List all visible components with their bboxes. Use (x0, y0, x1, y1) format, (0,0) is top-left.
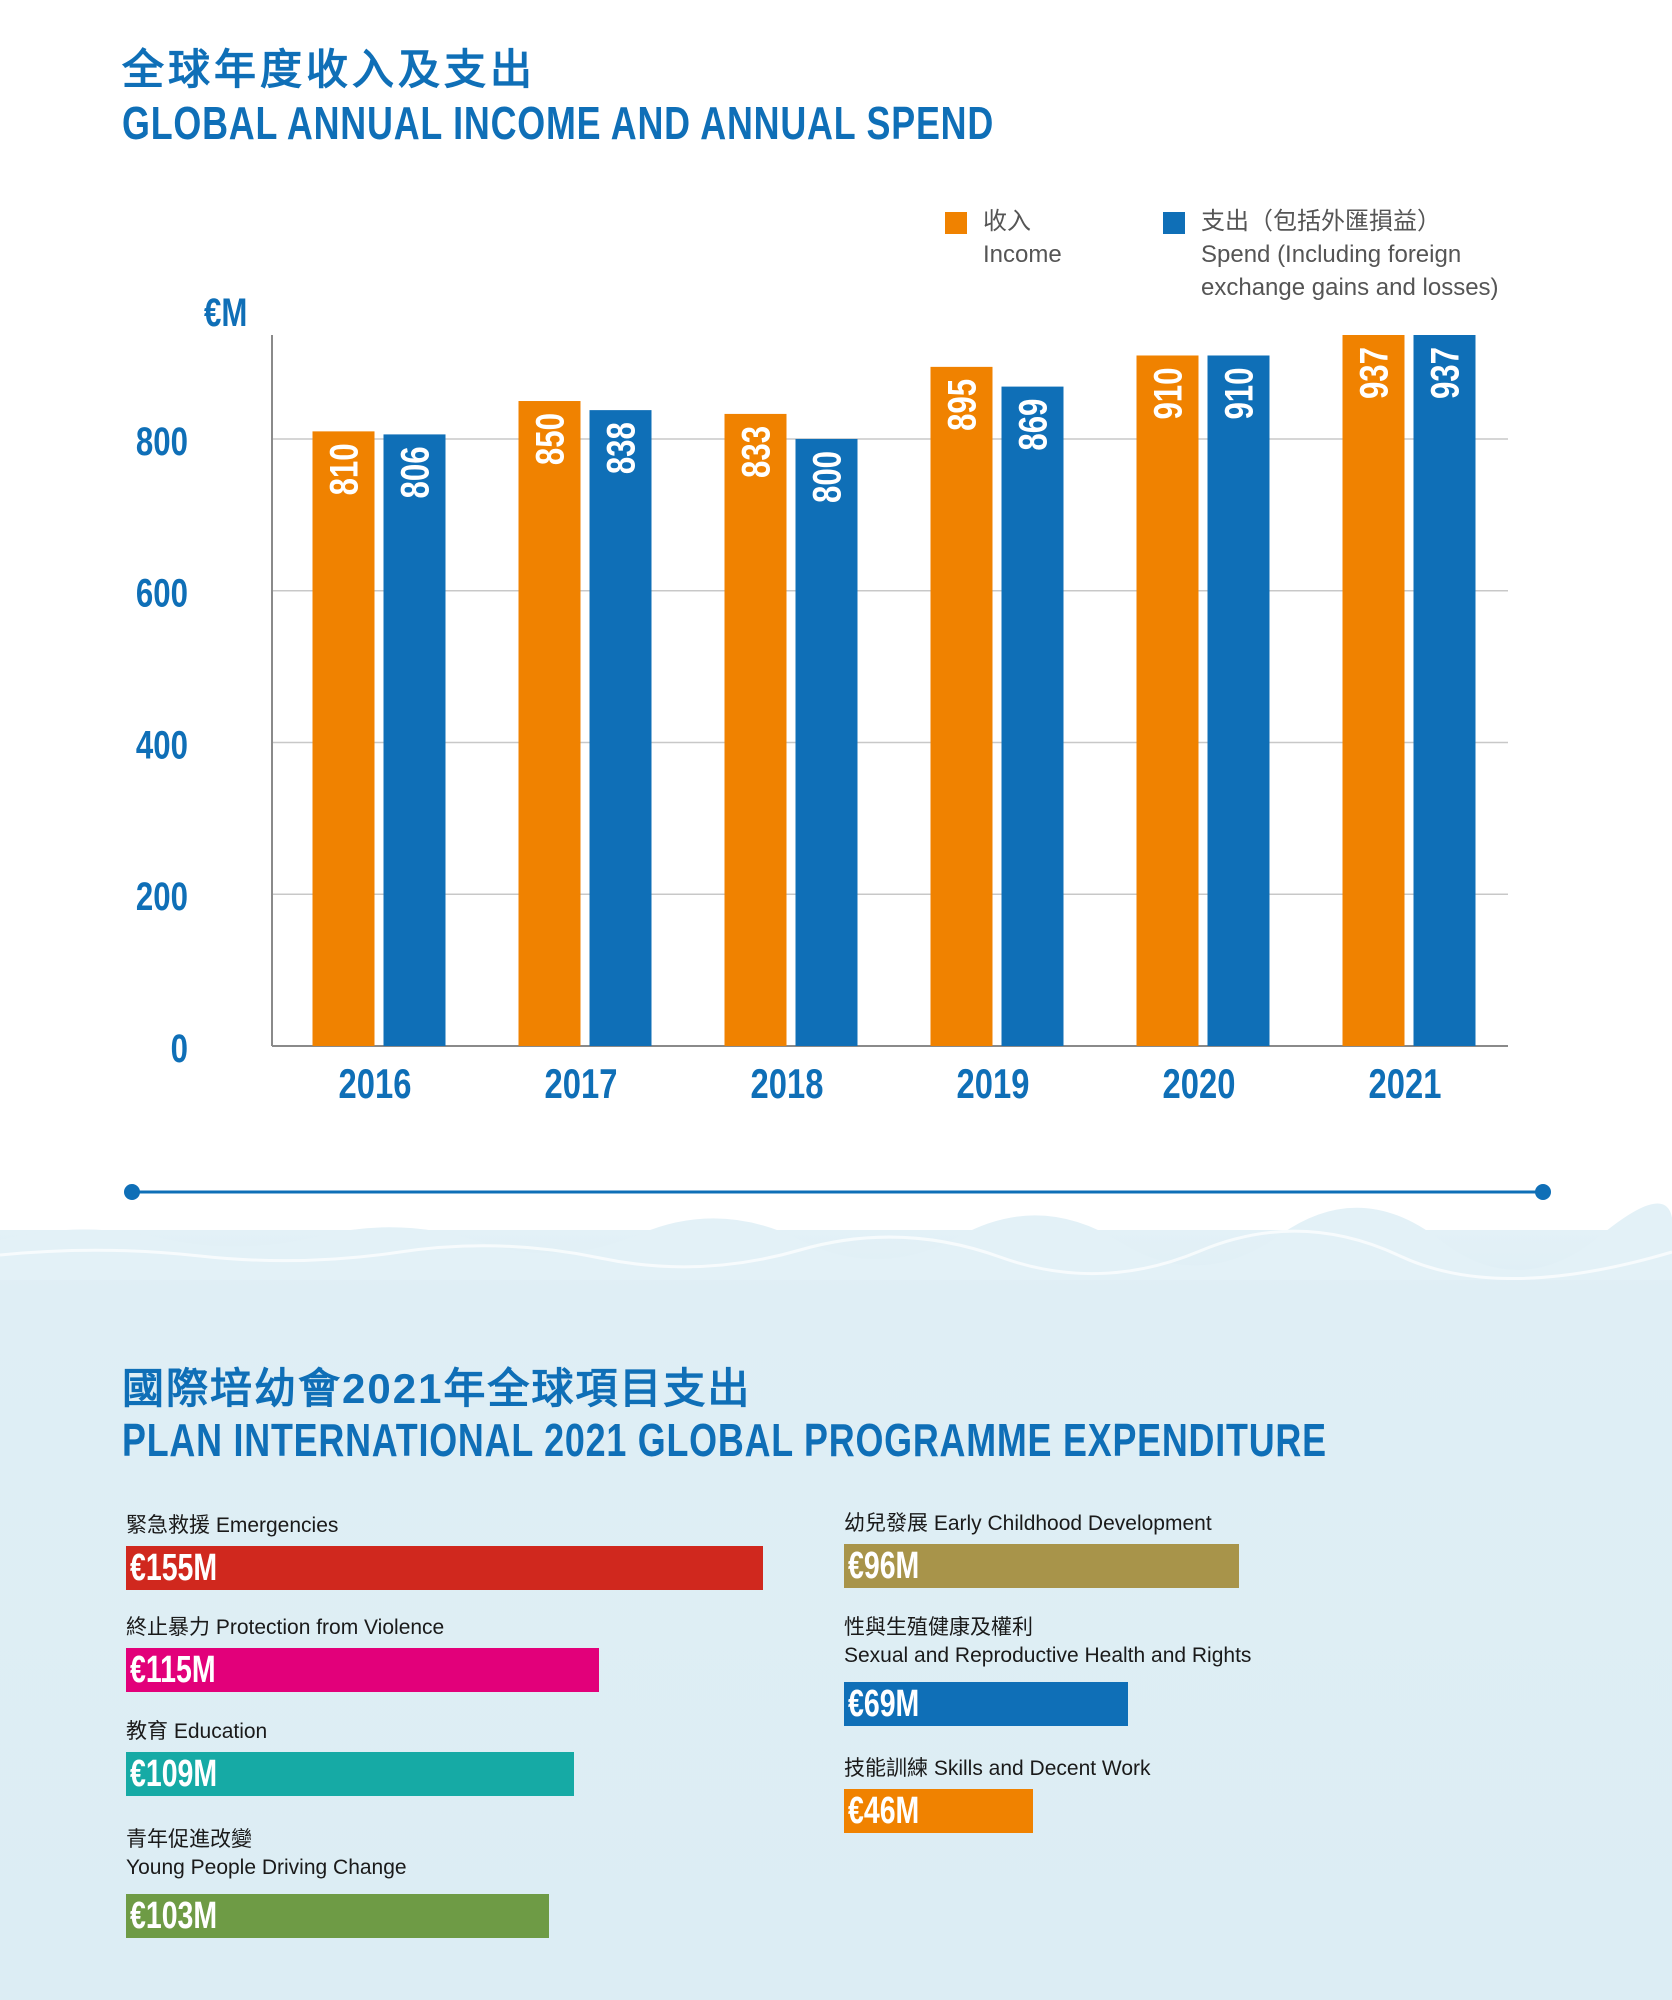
programme-title-en: PLAN INTERNATIONAL 2021 GLOBAL PROGRAMME… (122, 1414, 1327, 1466)
programme-item: 教育 Education €109M (126, 1718, 574, 1796)
programme-item: 技能訓練 Skills and Decent Work €46M (844, 1755, 1151, 1833)
legend-label: Spend (Including foreign (1201, 241, 1461, 268)
programme-item: 性與生殖健康及權利 Sexual and Reproductive Health … (844, 1614, 1251, 1726)
programme-value: €155M (130, 1547, 218, 1589)
wave-divider (0, 1203, 1672, 1280)
programme-value: €103M (130, 1895, 218, 1937)
bar-income (312, 431, 375, 1047)
programme-value: €69M (848, 1683, 920, 1725)
programme-item: 緊急救援 Emergencies €155M (126, 1512, 763, 1590)
bar-spend (1413, 335, 1476, 1046)
legend-label: exchange gains and losses) (1201, 274, 1499, 301)
x-tick-label: 2020 (1163, 1060, 1236, 1107)
programme-value: €109M (130, 1753, 218, 1795)
programme-item: 終止暴力 Protection from Violence €115M (126, 1614, 599, 1692)
divider-dot (124, 1184, 140, 1200)
bar-value-label: 850 (528, 413, 573, 465)
bar-value-label: 910 (1217, 367, 1262, 419)
programme-item: 青年促進改變 Young People Driving Change €103M (126, 1826, 549, 1938)
legend-label: 支出（包括外匯損益） (1201, 208, 1441, 235)
x-tick-label: 2021 (1369, 1060, 1442, 1107)
programme-value: €115M (130, 1649, 216, 1691)
programme-bar: €109M (126, 1752, 574, 1796)
y-tick-label: 0 (171, 1026, 188, 1071)
programme-bar: €46M (844, 1789, 1033, 1833)
bar-income (724, 413, 787, 1047)
programme-value: €46M (848, 1790, 920, 1832)
bar-income (518, 401, 581, 1047)
legend-label: 收入 (983, 208, 1031, 235)
programme-label: 青年促進改變 (126, 1828, 252, 1851)
income-spend-chart: 0 200 400 600 800 €M 810 806 2016 850 838 2017 833 80… (124, 208, 1551, 1200)
programme-label-en: Young People Driving Change (126, 1856, 407, 1879)
y-tick-label: 400 (136, 723, 188, 768)
y-tick-label: 200 (136, 875, 188, 920)
legend-label: Income (983, 241, 1062, 268)
y-tick-label: 800 (136, 419, 188, 464)
programme-bar: €103M (126, 1894, 549, 1938)
bar-value-label: 895 (940, 379, 985, 431)
bar-spend (1001, 386, 1064, 1046)
programme-bar: €155M (126, 1546, 763, 1590)
programme-bar: €69M (844, 1682, 1128, 1726)
programme-bar: €115M (126, 1648, 599, 1692)
programme-title-cn: 國際培幼會2021年全球項目支出 (122, 1365, 752, 1412)
divider-dot (1535, 1184, 1551, 1200)
x-tick-label: 2019 (957, 1060, 1030, 1107)
bar-value-label: 937 (1352, 347, 1397, 399)
bar-income (1136, 355, 1199, 1046)
y-axis-unit: €M (204, 290, 247, 335)
programme-label: 教育 Education (126, 1720, 268, 1743)
programme-item: 幼兒發展 Early Childhood Development €96M (844, 1510, 1239, 1588)
x-tick-label: 2017 (545, 1060, 618, 1107)
bar-income (1342, 335, 1405, 1046)
legend-swatch (945, 212, 967, 234)
x-tick-label: 2016 (339, 1060, 412, 1107)
chart-title-en: GLOBAL ANNUAL INCOME AND ANNUAL SPEND (122, 97, 995, 149)
bar-value-label: 833 (734, 426, 779, 478)
bar-spend (589, 410, 652, 1046)
programme-bar: €96M (844, 1544, 1239, 1588)
programme-label: 技能訓練 Skills and Decent Work (844, 1757, 1151, 1780)
y-tick-label: 600 (136, 571, 188, 616)
bar-value-label: 810 (322, 443, 367, 495)
programme-label: 終止暴力 Protection from Violence (126, 1616, 445, 1639)
programme-label: 緊急救援 Emergencies (126, 1514, 339, 1537)
programme-section-background (0, 1230, 1672, 2000)
chart-title-cn: 全球年度收入及支出 (122, 46, 537, 93)
legend-swatch (1163, 212, 1185, 234)
bar-value-label: 838 (599, 422, 644, 474)
x-tick-label: 2018 (751, 1060, 824, 1107)
bar-value-label: 869 (1011, 399, 1056, 451)
bar-spend (383, 434, 446, 1046)
bar-value-label: 910 (1146, 367, 1191, 419)
programme-value: €96M (848, 1545, 920, 1587)
bar-spend (795, 438, 858, 1046)
programme-label-en: Sexual and Reproductive Health and Right… (844, 1644, 1252, 1667)
programme-label: 性與生殖健康及權利 (844, 1616, 1033, 1639)
bar-spend (1207, 355, 1270, 1046)
bar-value-label: 800 (805, 451, 850, 503)
programme-label: 幼兒發展 Early Childhood Development (844, 1512, 1212, 1535)
bar-value-label: 937 (1423, 347, 1468, 399)
bar-income (930, 366, 993, 1046)
bar-value-label: 806 (393, 446, 438, 498)
